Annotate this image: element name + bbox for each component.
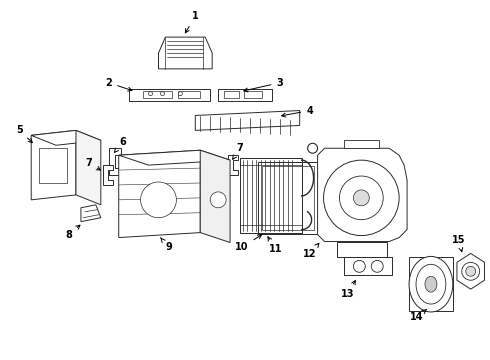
- Text: 2: 2: [105, 78, 132, 91]
- Bar: [262, 166, 314, 230]
- Polygon shape: [31, 130, 76, 200]
- Circle shape: [308, 143, 318, 153]
- Text: 9: 9: [161, 238, 172, 252]
- Polygon shape: [196, 111, 300, 130]
- Circle shape: [141, 182, 176, 218]
- Text: 15: 15: [452, 234, 466, 252]
- Text: 14: 14: [410, 309, 427, 322]
- Polygon shape: [338, 242, 387, 257]
- Text: 11: 11: [268, 237, 283, 255]
- Bar: [240, 158, 302, 233]
- Text: 12: 12: [303, 243, 319, 260]
- Bar: [39, 148, 67, 183]
- Text: 3: 3: [244, 78, 283, 92]
- Polygon shape: [119, 150, 200, 238]
- Polygon shape: [158, 37, 212, 69]
- Polygon shape: [228, 155, 238, 175]
- Circle shape: [353, 260, 366, 272]
- Polygon shape: [318, 148, 407, 242]
- Text: 13: 13: [341, 280, 355, 299]
- Polygon shape: [218, 89, 272, 100]
- Text: 7: 7: [86, 158, 100, 170]
- Circle shape: [353, 190, 369, 206]
- Bar: [224, 91, 239, 98]
- Polygon shape: [109, 148, 121, 175]
- Ellipse shape: [416, 264, 446, 304]
- Polygon shape: [103, 165, 113, 185]
- Circle shape: [462, 262, 480, 280]
- Text: 4: 4: [282, 105, 313, 117]
- Polygon shape: [31, 130, 101, 145]
- Text: 5: 5: [16, 125, 32, 143]
- Polygon shape: [119, 150, 230, 165]
- Ellipse shape: [425, 276, 437, 292]
- Polygon shape: [76, 130, 101, 205]
- Ellipse shape: [409, 256, 453, 312]
- Bar: [143, 91, 172, 98]
- Circle shape: [340, 176, 383, 220]
- Polygon shape: [457, 253, 485, 289]
- Circle shape: [178, 92, 182, 96]
- Circle shape: [161, 92, 165, 96]
- Polygon shape: [344, 140, 379, 148]
- Text: 8: 8: [66, 225, 80, 239]
- Polygon shape: [200, 150, 230, 243]
- Bar: [178, 91, 200, 98]
- Bar: [258, 162, 318, 234]
- Circle shape: [371, 260, 383, 272]
- Text: 6: 6: [114, 137, 126, 152]
- Polygon shape: [129, 89, 210, 100]
- Bar: [409, 257, 453, 311]
- Circle shape: [210, 192, 226, 208]
- Text: 1: 1: [185, 11, 198, 33]
- Bar: [344, 257, 392, 275]
- Circle shape: [466, 266, 476, 276]
- Text: 10: 10: [235, 235, 262, 252]
- Text: 7: 7: [233, 143, 244, 159]
- Circle shape: [148, 92, 152, 96]
- Bar: [244, 91, 262, 98]
- Polygon shape: [81, 205, 101, 222]
- Circle shape: [323, 160, 399, 235]
